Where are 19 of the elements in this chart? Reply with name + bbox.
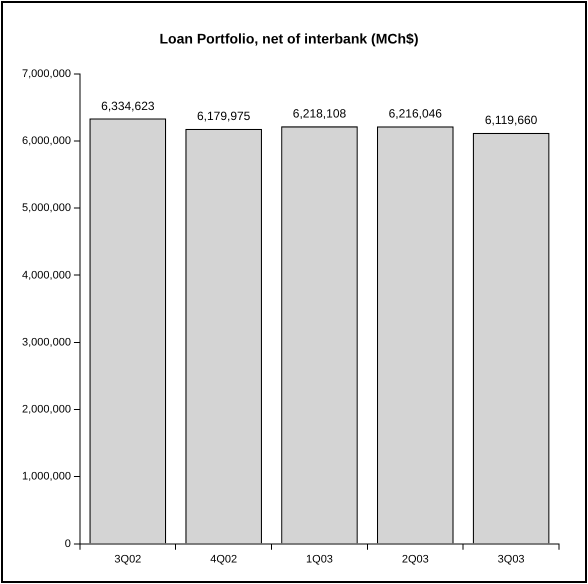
y-tick-label: 4,000,000 — [22, 269, 71, 282]
data-label: 6,216,046 — [388, 106, 442, 121]
y-tick-label: 6,000,000 — [22, 134, 71, 147]
chart-title: Loan Portfolio, net of interbank (MCh$) — [160, 30, 418, 46]
x-tick-label: 3Q02 — [114, 553, 142, 566]
data-label: 6,218,108 — [292, 106, 346, 121]
x-tick-label: 3Q03 — [498, 553, 525, 566]
data-label: 6,119,660 — [484, 113, 538, 128]
x-tick-label: 4Q02 — [210, 553, 238, 566]
y-tick-label: 3,000,000 — [22, 336, 71, 348]
x-tick-label: 2Q03 — [402, 553, 429, 566]
y-tick-label: 2,000,000 — [22, 404, 71, 416]
y-tick-label: 7,000,000 — [22, 68, 71, 80]
y-tick-label: 0 — [64, 538, 71, 550]
y-tick-label: 5,000,000 — [22, 202, 71, 214]
data-label: 6,179,975 — [196, 109, 251, 124]
y-tick-label: 1,000,000 — [22, 470, 71, 483]
data-label: 6,334,623 — [101, 98, 155, 113]
x-tick-label: 1Q03 — [306, 553, 333, 566]
